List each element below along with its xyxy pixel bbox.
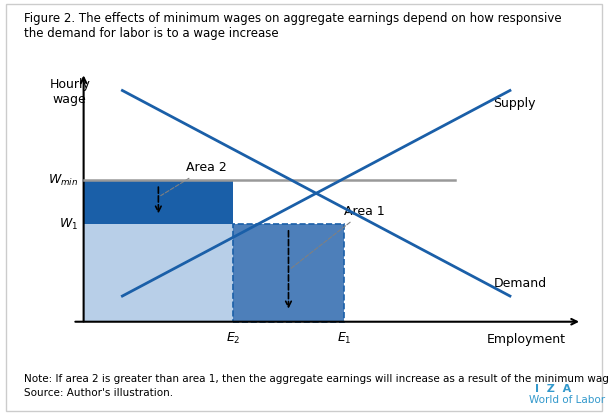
Text: Employment: Employment	[486, 333, 565, 346]
Text: Hourly
wage: Hourly wage	[49, 78, 90, 106]
Text: Figure 2. The effects of minimum wages on aggregate earnings depend on how respo: Figure 2. The effects of minimum wages o…	[24, 12, 562, 40]
Text: Note: If area 2 is greater than area 1, then the aggregate earnings will increas: Note: If area 2 is greater than area 1, …	[24, 374, 608, 383]
Text: Supply: Supply	[493, 97, 536, 110]
Text: I  Z  A: I Z A	[535, 384, 572, 394]
Text: Source: Author's illustration.: Source: Author's illustration.	[24, 388, 173, 398]
Text: $W_{min}$: $W_{min}$	[48, 173, 78, 188]
Text: $E_2$: $E_2$	[226, 331, 240, 346]
Bar	[233, 224, 344, 322]
Text: World of Labor: World of Labor	[529, 395, 605, 405]
Bar	[84, 181, 233, 224]
Text: Demand: Demand	[493, 277, 547, 290]
Text: Area 2: Area 2	[161, 161, 227, 195]
Bar	[84, 224, 233, 322]
Text: Area 1: Area 1	[291, 205, 385, 269]
Text: $E_1$: $E_1$	[336, 331, 351, 346]
Text: $W_1$: $W_1$	[59, 217, 78, 232]
